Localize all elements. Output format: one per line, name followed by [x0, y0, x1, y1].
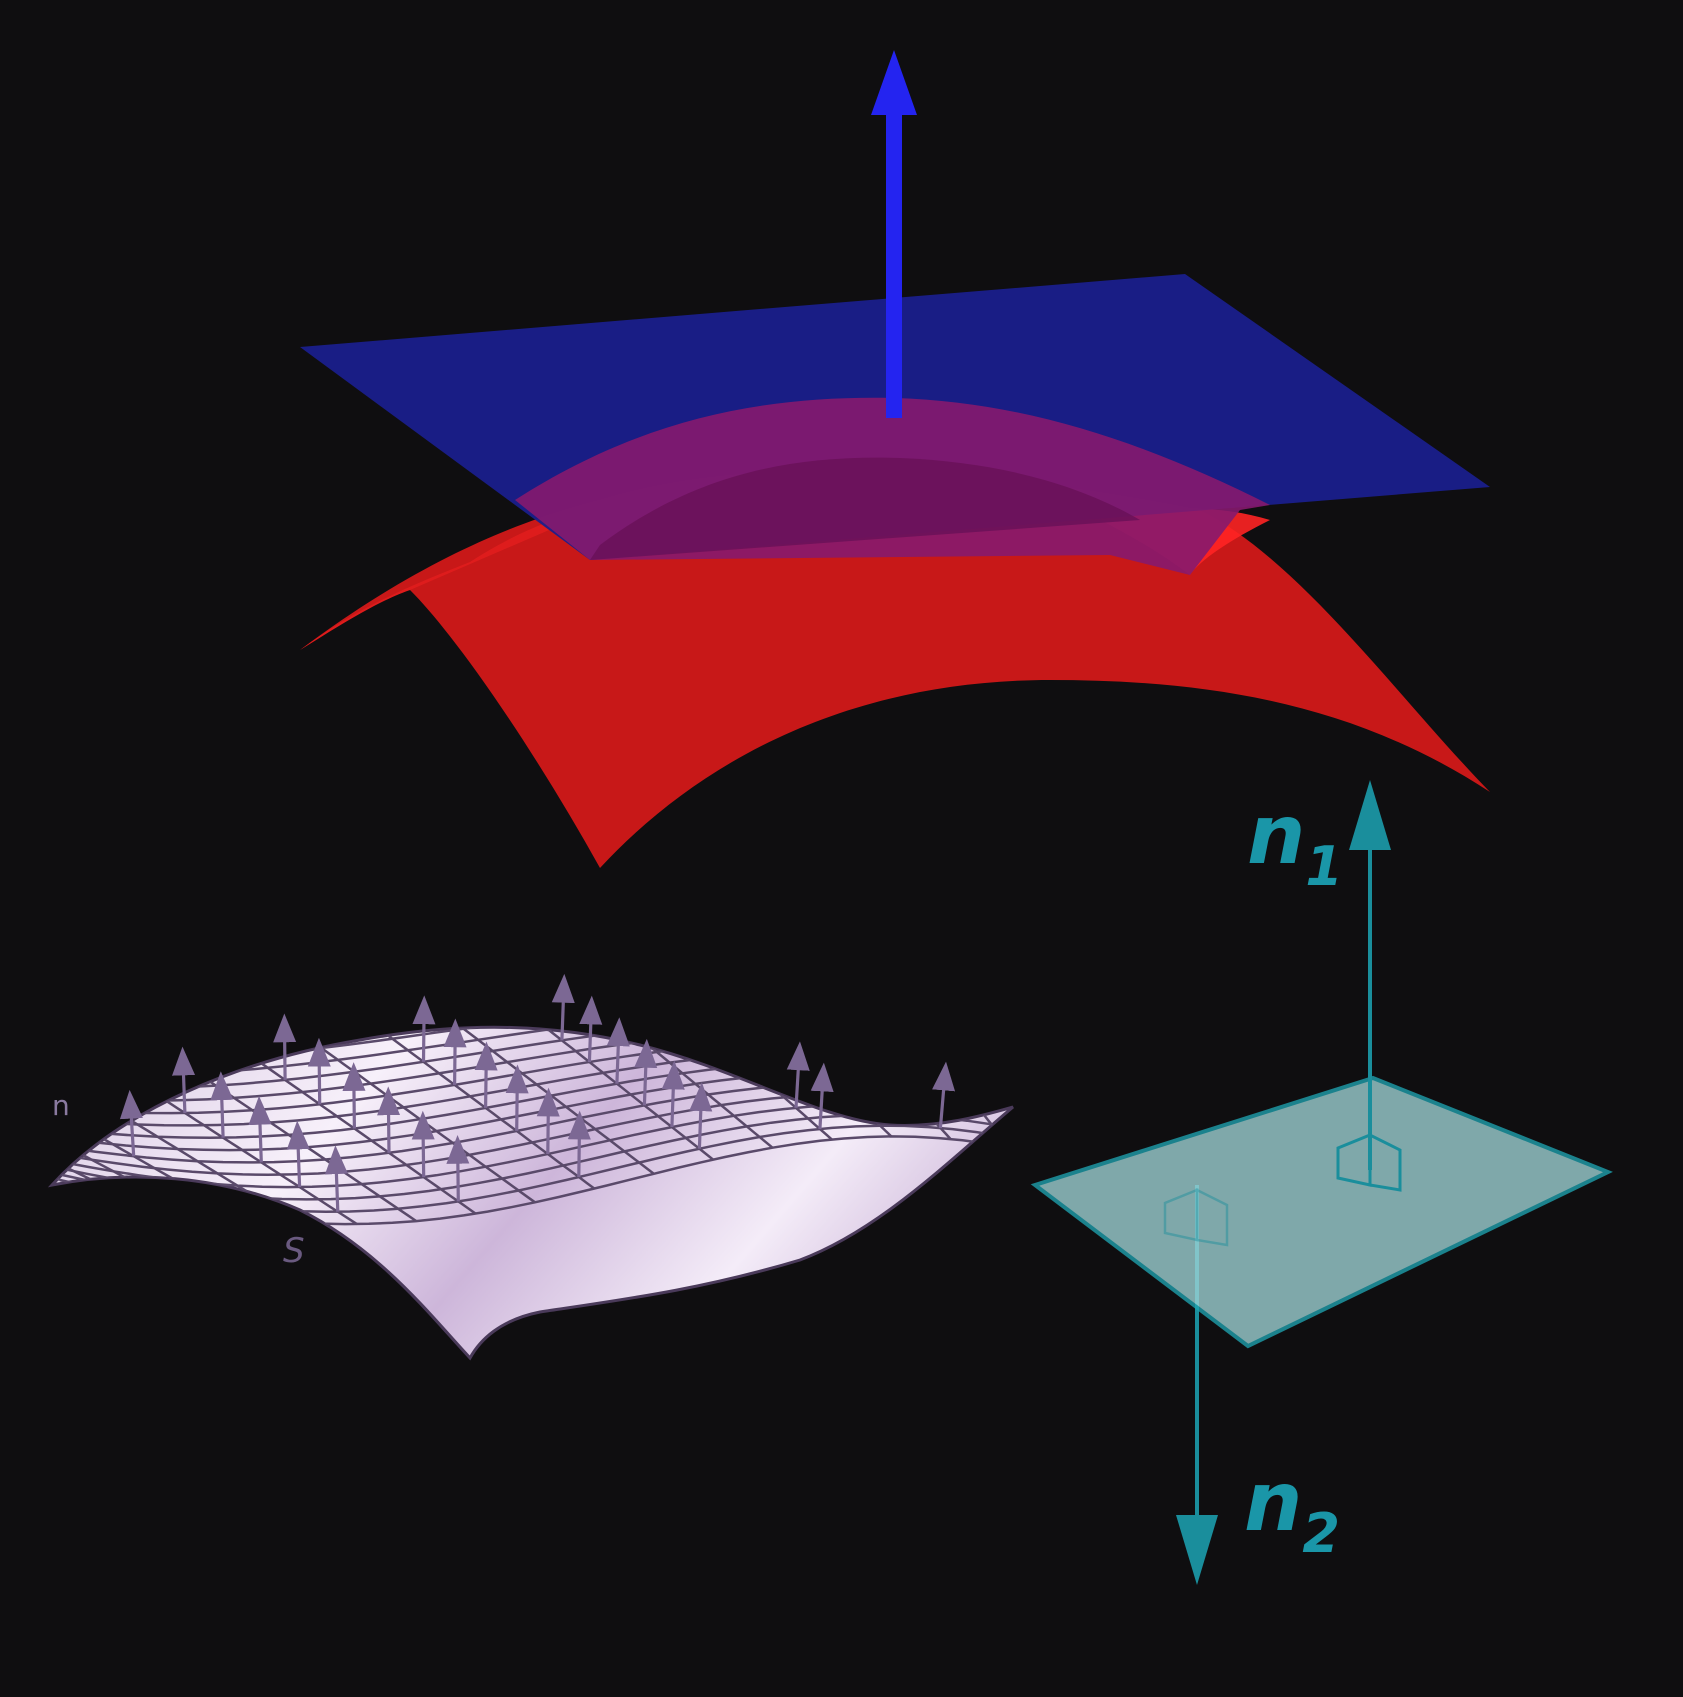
surface-s-normal-arrow — [536, 1087, 560, 1155]
surface-s-normal-arrow — [172, 1046, 196, 1114]
two-sided-plane: n1 n2 — [1030, 780, 1613, 1585]
surface-s-normal-arrow — [342, 1062, 366, 1129]
surface-s-normal-arrow — [307, 1037, 331, 1105]
n1-label-sub: 1 — [1305, 835, 1343, 898]
surface-s-normal-arrow — [689, 1082, 713, 1149]
surface-s-normal-arrow — [286, 1120, 310, 1188]
surface-s-normal-arrow — [377, 1086, 401, 1153]
n2-label: n2 — [1244, 1455, 1340, 1565]
surface-s-normal-arrow — [446, 1135, 470, 1202]
n2-label-sub: 2 — [1302, 1502, 1340, 1565]
surface-s-normal-arrow — [443, 1018, 467, 1085]
surface-s-normal-arrow — [273, 1013, 297, 1080]
surface-s-normal-arrow — [786, 1041, 810, 1108]
n2-label-main: n — [1244, 1455, 1302, 1550]
surface-s-normal-arrow — [579, 995, 603, 1063]
surface-s-normal-arrow — [474, 1041, 498, 1108]
normal-vector-arrow — [871, 50, 917, 418]
surface-s-normal-arrows — [119, 973, 956, 1212]
surface-s-normal-arrow — [932, 1061, 956, 1129]
n1-label-main: n — [1247, 788, 1305, 883]
right-angle-marker-bottom — [1163, 1187, 1229, 1247]
surface-s-normal-arrow — [661, 1060, 685, 1128]
surface-normal-label: n — [52, 1089, 70, 1122]
surface-s-normal-arrow — [567, 1110, 591, 1178]
right-angle-marker-top — [1336, 1132, 1402, 1192]
surface-s-normal-arrow — [411, 1110, 435, 1178]
surface-s-normal-arrow — [119, 1089, 143, 1157]
surface-s-normal-arrow — [412, 995, 436, 1062]
n1-label: n1 — [1247, 788, 1343, 898]
surface-s-normal-arrow — [810, 1062, 834, 1130]
normal-n1-arrow — [1349, 780, 1391, 1170]
surface-s-normal-arrow — [551, 973, 575, 1041]
red-surface-cap-overlap — [515, 397, 1270, 575]
surface-s-normal-arrow — [324, 1145, 348, 1212]
teal-plane — [1030, 1075, 1613, 1349]
surface-s-label: S — [283, 1231, 305, 1271]
surface-s-normal-arrow — [634, 1038, 658, 1106]
surface-s-normal-arrow — [505, 1064, 529, 1131]
surface-s-normal-arrow — [606, 1017, 630, 1084]
surface-s-normal-arrow — [248, 1095, 272, 1163]
surface-s-normal-arrow — [210, 1071, 234, 1138]
